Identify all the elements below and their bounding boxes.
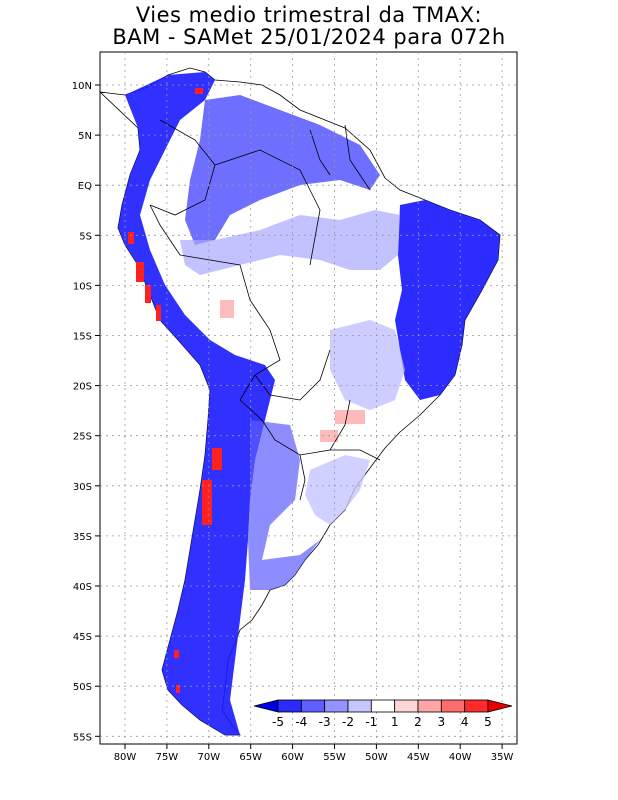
lat-tick-label: 10S <box>73 281 92 292</box>
colorbar-label: -3 <box>319 715 331 729</box>
lon-tick-label: 50W <box>365 752 388 763</box>
lon-tick-label: 55W <box>323 752 346 763</box>
bias-interior-lightblue <box>180 210 400 275</box>
colorbar-label: 2 <box>414 715 422 729</box>
bias-south-blue <box>248 420 320 590</box>
lon-tick-label: 35W <box>491 752 514 763</box>
colorbar-swatch <box>417 699 442 713</box>
lon-tick-label: 45W <box>407 752 430 763</box>
bias-andes-blue <box>118 72 275 735</box>
colorbar-swatch <box>440 699 466 713</box>
colorbar-label: -5 <box>272 715 284 729</box>
lat-tick-label: 50S <box>73 682 92 693</box>
lon-tick-label: 70W <box>197 752 220 763</box>
bias-red-spots <box>128 88 222 693</box>
lat-tick-label: 25S <box>73 432 92 443</box>
country-borders <box>149 119 381 501</box>
bias-northeast-blue <box>395 200 500 400</box>
lon-tick-label: 75W <box>156 752 179 763</box>
lon-tick-label: 40W <box>449 752 472 763</box>
lon-tick-label: 65W <box>239 752 262 763</box>
lat-tick-label: 45S <box>73 632 92 643</box>
bias-pink-spots <box>220 300 365 442</box>
colorbar-swatch <box>370 699 396 713</box>
graticule <box>100 52 517 744</box>
lon-tick-label: 80W <box>114 752 137 763</box>
lat-tick-label: 10N <box>72 81 92 92</box>
bias-uruguay-lightblue <box>305 455 370 525</box>
colorbar: -5 -4 -3 -2 -1 1 2 3 4 5 <box>253 699 513 729</box>
map-title-line2: BAM - SAMet 25/01/2024 para 072h <box>112 25 506 49</box>
colorbar-swatch <box>300 699 326 713</box>
axis-ticks: 80W 75W 70W 65W 60W 55W 50W 45W 40W 35W 10N 5N EQ 5S 1… <box>72 81 514 763</box>
lat-tick-label: 30S <box>73 482 92 493</box>
colorbar-label: -4 <box>295 715 307 729</box>
colorbar-label: 3 <box>438 715 446 729</box>
lat-tick-label: 5N <box>78 131 92 142</box>
lat-tick-label: 35S <box>73 532 92 543</box>
bias-north-blue <box>185 95 380 245</box>
map-title-line1: Vies medio trimestral da TMAX: <box>135 3 483 27</box>
colorbar-label: -2 <box>342 715 354 729</box>
lat-tick-label: 40S <box>73 582 92 593</box>
lat-tick-label: 15S <box>73 332 92 343</box>
colorbar-label: 4 <box>461 715 469 729</box>
colorbar-label: 5 <box>484 715 492 729</box>
colorbar-swatch <box>347 699 372 713</box>
colorbar-label: -1 <box>365 715 377 729</box>
lat-tick-label: 55S <box>73 732 92 743</box>
bias-east-lightblue <box>330 320 405 410</box>
colorbar-max-arrow <box>487 699 513 713</box>
lat-tick-label: 20S <box>73 382 92 393</box>
colorbar-swatch <box>394 699 419 713</box>
lat-tick-label: 5S <box>79 231 92 242</box>
colorbar-swatch <box>277 699 302 713</box>
lat-tick-label: EQ <box>78 181 92 192</box>
colorbar-swatch <box>464 699 489 713</box>
colorbar-swatch <box>324 699 349 713</box>
colorbar-label: 1 <box>391 715 399 729</box>
lon-tick-label: 60W <box>281 752 304 763</box>
